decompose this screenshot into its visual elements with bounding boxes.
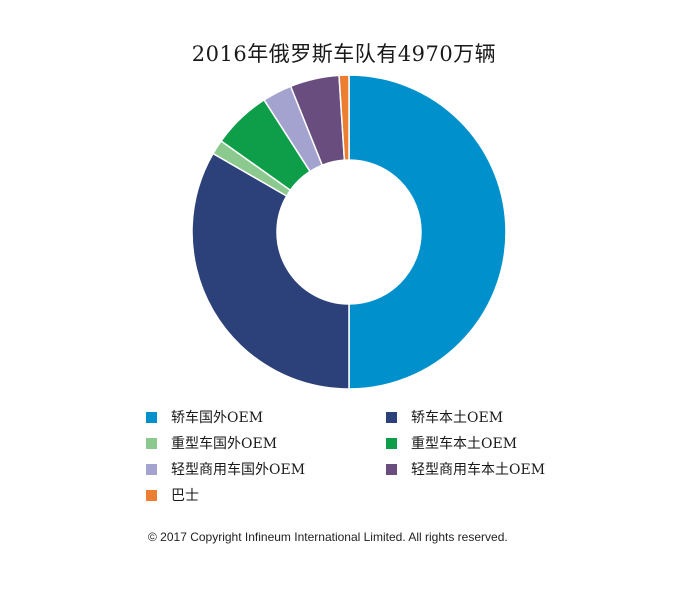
legend-swatch: [386, 411, 397, 423]
legend-swatch: [386, 463, 397, 475]
pie-slice: [191, 152, 350, 390]
legend-swatch: [146, 489, 157, 501]
pie-slice: [348, 74, 507, 390]
legend-swatch: [386, 437, 397, 449]
legend-item: 轻型商用车本土OEM: [386, 460, 576, 478]
chart-title: 2016年俄罗斯车队有4970万辆: [191, 42, 497, 66]
donut-chart: [191, 74, 507, 390]
legend-label: 重型车国外OEM: [171, 436, 278, 452]
copyright-notice: © 2017 Copyright Infineum International …: [148, 530, 508, 544]
legend-swatch: [146, 411, 157, 423]
legend-item: 轻型商用车国外OEM: [146, 460, 386, 478]
legend-label: 轿车本土OEM: [411, 410, 504, 426]
legend-item: 巴士: [146, 486, 386, 504]
legend-item: 重型车本土OEM: [386, 434, 576, 452]
legend-label: 重型车本土OEM: [411, 436, 518, 452]
legend-item: 轿车国外OEM: [146, 408, 386, 426]
legend-swatch: [146, 463, 157, 475]
legend-label: 巴士: [171, 488, 199, 504]
legend-swatch: [146, 437, 157, 449]
legend-label: 轻型商用车本土OEM: [411, 462, 546, 478]
chart-legend: 轿车国外OEM 轿车本土OEM 重型车国外OEM 重型车本土OEM 轻型商用车国外OEM…: [146, 408, 576, 504]
legend-item: 轿车本土OEM: [386, 408, 576, 426]
legend-item: 重型车国外OEM: [146, 434, 386, 452]
legend-label: 轿车国外OEM: [171, 410, 264, 426]
pie-slice: [338, 74, 350, 161]
legend-label: 轻型商用车国外OEM: [171, 462, 306, 478]
